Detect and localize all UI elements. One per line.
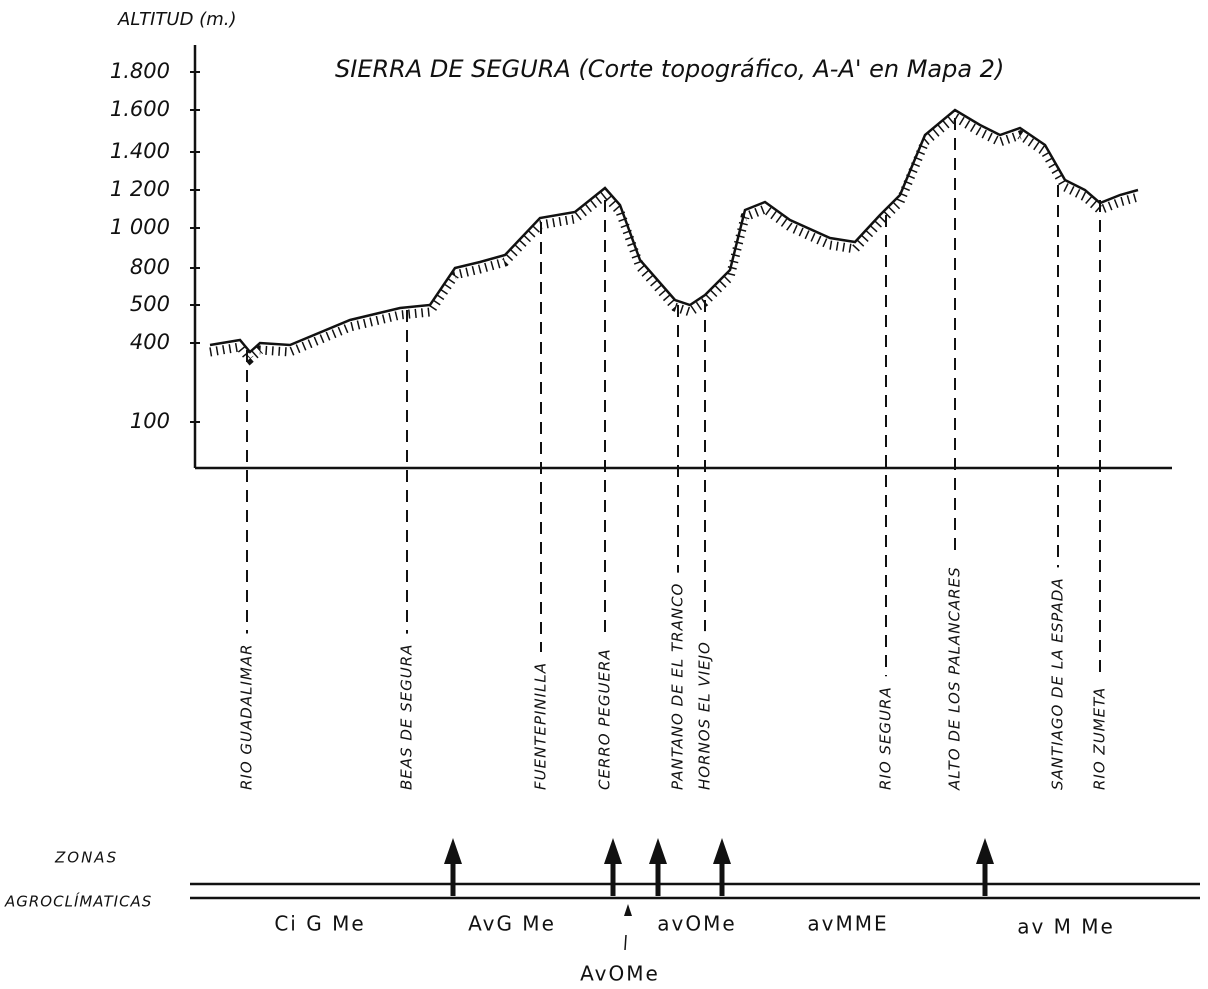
zone-name: avMME [807, 912, 888, 936]
y-tick-label: 800 [130, 255, 170, 279]
place-label: CERRO PEGUERA [596, 648, 614, 790]
place-label: RIO SEGURA [877, 686, 895, 790]
zone-name: AvG Me [468, 912, 556, 936]
y-tick-label: 1 000 [110, 215, 170, 239]
zone-name: avOMe [657, 912, 736, 936]
zone-name: av M Me [1017, 915, 1115, 939]
profile [210, 110, 1138, 352]
place-label: RIO ZUMETA [1091, 687, 1109, 790]
arrow-head [604, 838, 622, 864]
zone-name: Ci G Me [274, 912, 365, 936]
place-label: BEAS DE SEGURA [398, 644, 416, 790]
arrows [444, 838, 994, 896]
place-label: SANTIAGO DE LA ESPADA [1049, 577, 1067, 790]
arrow-head [713, 838, 731, 864]
zones-label: AGROCLÍMATICAS [4, 892, 152, 911]
place-label: RIO GUADALIMAR [238, 643, 256, 790]
pointer [625, 935, 626, 950]
y-tick-label: 100 [130, 409, 170, 433]
y-tick-label: 400 [130, 330, 170, 354]
y-tick-label: 1 200 [110, 177, 170, 201]
axis-label: ALTITUD (m.) [117, 9, 236, 30]
zone-name: AvOMe [580, 962, 660, 986]
y-tick-label: 1.400 [110, 139, 170, 163]
y-tick-label: 1.600 [110, 97, 170, 121]
arrow-head [976, 838, 994, 864]
y-tick-label: 1.800 [110, 59, 170, 83]
y-tick-label: 500 [130, 292, 170, 316]
place-label: FUENTEPINILLA [532, 662, 550, 790]
place-label: HORNOS EL VIEJO [696, 641, 714, 790]
arrow-head [649, 838, 667, 864]
title: SIERRA DE SEGURA (Corte topográfico, A-A… [335, 55, 1004, 83]
place-label: PANTANO DE EL TRANCO [669, 583, 687, 790]
hatching [210, 117, 1138, 359]
arrow-head [444, 838, 462, 864]
place-label: ALTO DE LOS PALANCARES [946, 566, 964, 791]
zones-label: ZONAS [54, 849, 118, 867]
diagram: ALTITUD (m.) SIERRA DE SEGURA (Corte top… [0, 0, 1208, 989]
small-arrow [624, 904, 632, 916]
